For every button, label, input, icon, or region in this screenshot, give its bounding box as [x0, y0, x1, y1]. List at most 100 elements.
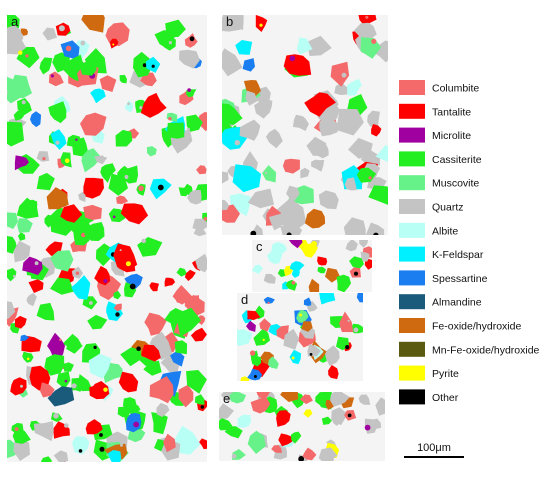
mineral-grain	[266, 251, 283, 264]
legend-swatch	[399, 80, 425, 95]
mineral-inclusion	[286, 232, 292, 235]
mineral-inclusion	[353, 271, 359, 276]
legend-label: Spessartine	[432, 273, 488, 285]
mineral-grain	[118, 260, 136, 273]
mineral-grain	[358, 15, 377, 26]
panels-layer: a b c d e	[7, 14, 388, 462]
mineral-grain	[375, 397, 385, 416]
mineral-grain	[33, 421, 54, 442]
legend-label: Columbite	[432, 83, 479, 95]
mineral-grain	[94, 155, 108, 165]
mineral-grain	[229, 392, 247, 404]
mineral-grain	[353, 22, 377, 40]
mineral-grain	[176, 267, 188, 277]
mineral-grain	[365, 222, 385, 235]
mineral-grain	[14, 155, 29, 171]
legend-swatch	[399, 246, 425, 262]
mineral-grain	[20, 334, 30, 341]
mineral-inclusion	[187, 88, 191, 92]
mineral-inclusion	[373, 232, 379, 235]
legend-item: Albite	[399, 222, 458, 238]
mineral-grain	[71, 275, 91, 300]
mineral-grain	[187, 190, 202, 205]
mineral-grain	[330, 392, 350, 407]
mineral-grain	[265, 128, 283, 149]
mineral-inclusion	[14, 427, 19, 431]
panel-label-a: a	[11, 14, 19, 29]
mineral-grain	[28, 199, 38, 212]
mineral-grain	[13, 240, 31, 263]
mineral-grain	[232, 164, 262, 193]
mineral-grain	[303, 297, 312, 306]
mineral-grain	[146, 146, 157, 157]
mineral-grain	[199, 438, 207, 450]
mineral-grain	[306, 35, 332, 56]
mineral-grain	[85, 419, 103, 435]
mineral-grain	[271, 242, 287, 254]
mineral-inclusion	[309, 353, 313, 356]
mineral-inclusion	[176, 298, 181, 303]
legend-label: Almandine	[432, 297, 482, 309]
mineral-grain	[124, 273, 143, 290]
mineral-grain	[40, 382, 55, 398]
legend-item: Other	[399, 389, 459, 405]
mineral-grain	[332, 416, 342, 426]
mineral-grain	[286, 185, 300, 203]
mineral-grain	[317, 266, 326, 274]
mineral-grain	[110, 38, 119, 49]
mineral-grain	[186, 114, 203, 132]
mineral-grain	[88, 353, 112, 379]
mineral-grain	[39, 57, 53, 75]
mineral-grain	[343, 217, 366, 235]
mineral-grain	[348, 137, 373, 159]
mineral-grain	[50, 129, 67, 150]
mineral-inclusion	[133, 421, 140, 428]
panel-c: c	[252, 239, 372, 292]
mineral-grain	[318, 190, 339, 210]
mineral-inclusion	[371, 38, 377, 44]
mineral-grain	[7, 76, 25, 104]
legend-swatch	[399, 270, 425, 286]
mineral-inclusion	[141, 238, 147, 244]
mineral-grain	[349, 256, 364, 270]
mineral-grain	[242, 58, 255, 72]
mineral-grain	[336, 274, 351, 292]
mineral-grain	[280, 392, 299, 402]
mineral-grain	[66, 339, 83, 354]
mineral-inclusion	[157, 184, 164, 191]
mineral-grain	[30, 111, 41, 128]
mineral-grain	[251, 355, 262, 367]
mineral-inclusion	[347, 413, 352, 418]
mineral-grain	[237, 329, 253, 347]
legend-swatch	[399, 127, 425, 143]
mineral-grain	[195, 253, 207, 273]
mineral-inclusion	[252, 97, 255, 100]
mineral-inclusion	[55, 140, 60, 145]
mineral-grain	[241, 309, 254, 324]
mineral-inclusion	[345, 345, 350, 350]
panel-b: b	[222, 14, 388, 235]
mineral-grain	[255, 15, 268, 32]
mineral-grain	[118, 371, 139, 393]
mineral-grain	[259, 318, 271, 332]
mineral-grain	[356, 293, 363, 303]
mineral-grain	[66, 134, 83, 147]
mineral-grain	[304, 92, 336, 117]
mineral-grain	[22, 351, 34, 363]
mineral-grain	[87, 314, 108, 330]
mineral-grain	[325, 267, 341, 283]
mineral-grain	[21, 335, 42, 353]
mineral-grain	[174, 425, 201, 455]
legend-swatch	[399, 365, 425, 381]
legend-item: Almandine	[399, 294, 482, 310]
mineral-grain	[149, 376, 174, 404]
mineral-grain	[119, 74, 127, 84]
mineral-inclusion	[347, 319, 350, 322]
legend-label: Microlite	[432, 130, 471, 142]
legend-label: Muscovite	[432, 178, 479, 190]
mineral-inclusion	[42, 157, 46, 161]
mineral-grain	[108, 208, 126, 223]
mineral-grain	[222, 199, 229, 211]
panel-label-d: d	[241, 292, 248, 307]
mineral-grain	[219, 418, 233, 431]
